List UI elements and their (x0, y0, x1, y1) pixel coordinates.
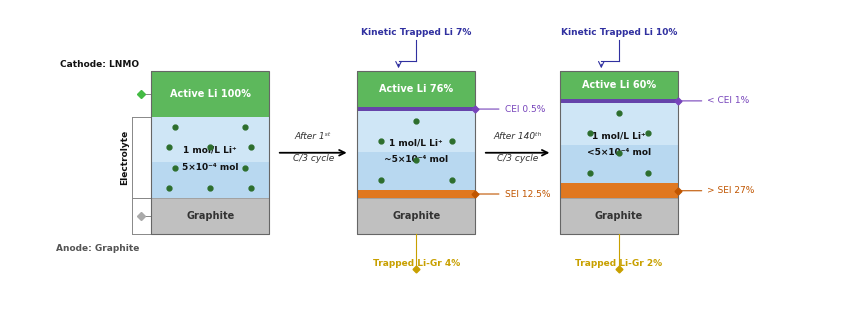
Bar (357, 107, 475, 152)
Text: After 140ᵗʰ: After 140ᵗʰ (494, 132, 542, 141)
Text: < CEI 1%: < CEI 1% (680, 96, 749, 105)
Bar (151, 71, 269, 117)
Bar (560, 71, 678, 99)
Bar (357, 107, 475, 189)
Bar (357, 71, 475, 234)
Text: ~5×10⁻⁴ mol: ~5×10⁻⁴ mol (384, 155, 448, 164)
Bar (560, 198, 678, 234)
Text: CEI 0.5%: CEI 0.5% (478, 105, 545, 114)
Text: Graphite: Graphite (186, 212, 235, 222)
Bar (357, 189, 475, 198)
Text: > SEI 27%: > SEI 27% (680, 186, 755, 195)
Text: Cathode: LNMO: Cathode: LNMO (61, 60, 139, 69)
Bar (357, 107, 475, 111)
Text: Graphite: Graphite (595, 212, 643, 222)
Text: 1 mol/L Li⁺: 1 mol/L Li⁺ (592, 131, 646, 140)
Bar (560, 99, 678, 145)
Text: Active Li 76%: Active Li 76% (379, 84, 453, 94)
Text: Graphite: Graphite (392, 212, 441, 222)
Text: Active Li 100%: Active Li 100% (170, 89, 251, 99)
Text: Kinetic Trapped Li 10%: Kinetic Trapped Li 10% (560, 28, 677, 37)
Text: After 1ˢᵗ: After 1ˢᵗ (295, 132, 332, 141)
Text: Trapped Li-Gr 2%: Trapped Li-Gr 2% (576, 259, 663, 268)
Text: 1 mol/L Li⁺: 1 mol/L Li⁺ (389, 139, 443, 148)
Bar (357, 71, 475, 107)
Text: <5×10⁻⁴ mol: <5×10⁻⁴ mol (587, 148, 651, 157)
Text: Kinetic Trapped Li 7%: Kinetic Trapped Li 7% (361, 28, 472, 37)
Bar (560, 99, 678, 103)
Text: C/3 cycle: C/3 cycle (293, 154, 333, 163)
Text: Anode: Graphite: Anode: Graphite (57, 244, 139, 253)
Text: Electrolyte: Electrolyte (121, 130, 130, 185)
Bar (560, 71, 678, 234)
Text: Active Li 60%: Active Li 60% (582, 80, 656, 90)
Bar (560, 183, 678, 198)
Bar (560, 99, 678, 183)
Bar (151, 117, 269, 162)
Text: C/3 cycle: C/3 cycle (497, 154, 538, 163)
Bar (151, 71, 269, 234)
Text: Trapped Li-Gr 4%: Trapped Li-Gr 4% (372, 259, 460, 268)
Text: SEI 12.5%: SEI 12.5% (478, 189, 550, 198)
Bar (357, 198, 475, 234)
Bar (151, 117, 269, 198)
Bar (151, 198, 269, 234)
Text: 1 mol/L Li⁺: 1 mol/L Li⁺ (183, 146, 237, 155)
Text: 5×10⁻⁴ mol: 5×10⁻⁴ mol (182, 163, 238, 172)
